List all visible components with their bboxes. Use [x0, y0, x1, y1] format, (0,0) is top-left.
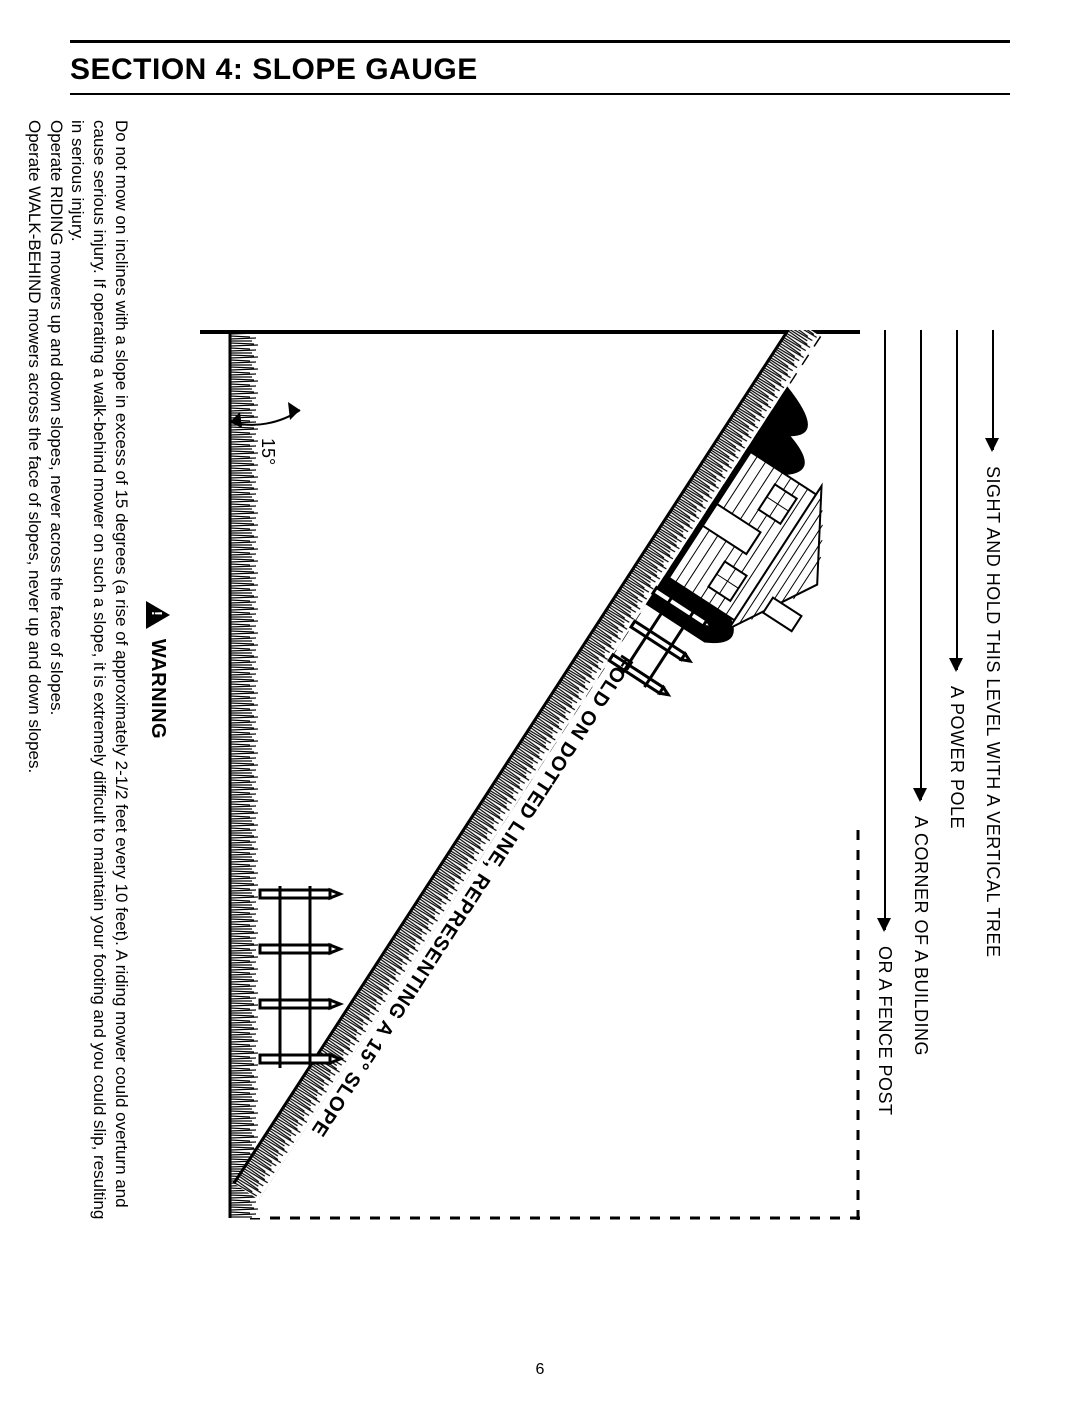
- warning-para-1: Do not mow on inclines with a slope in e…: [67, 120, 132, 1220]
- arrow-icon: [920, 330, 922, 800]
- sight-text-4: OR A FENCE POST: [875, 946, 896, 1116]
- sight-row-1: SIGHT AND HOLD THIS LEVEL WITH A VERTICA…: [976, 330, 1010, 1220]
- warning-para-3: Operate WALK-BEHIND mowers across the fa…: [23, 120, 45, 1220]
- page: SECTION 4: SLOPE GAUGE SIGHT AND HOLD TH…: [0, 0, 1080, 1409]
- fold-label: FOLD ON DOTTED LINE, REPRESENTING A 15° …: [306, 651, 636, 1141]
- top-rule: [70, 40, 1010, 43]
- sight-text-1: SIGHT AND HOLD THIS LEVEL WITH A VERTICA…: [983, 466, 1004, 957]
- title-underline: [70, 93, 1010, 95]
- warning-heading: WARNING: [146, 120, 170, 1220]
- sight-row-2: A POWER POLE: [940, 330, 974, 1220]
- arrow-icon: [992, 330, 994, 450]
- sight-text-2: A POWER POLE: [947, 686, 968, 829]
- sight-lines: SIGHT AND HOLD THIS LEVEL WITH A VERTICA…: [860, 330, 1010, 1220]
- warning-body: Do not mow on inclines with a slope in e…: [23, 120, 132, 1220]
- page-number: 6: [0, 1361, 1080, 1379]
- sight-row-4: OR A FENCE POST: [868, 330, 902, 1220]
- arrow-icon: [956, 330, 958, 670]
- rotated-content: SIGHT AND HOLD THIS LEVEL WITH A VERTICA…: [70, 120, 1010, 1220]
- sight-row-3: A CORNER OF A BUILDING: [904, 330, 938, 1220]
- warning-icon: [146, 601, 170, 629]
- warning-block: WARNING Do not mow on inclines with a sl…: [23, 120, 170, 1220]
- svg-text:FOLD ON DOTTED LINE, REPRESENT: FOLD ON DOTTED LINE, REPRESENTING A 15° …: [306, 651, 636, 1141]
- warning-title: WARNING: [147, 639, 170, 739]
- angle-label: 15°: [258, 438, 278, 465]
- rotated-content-wrap: SIGHT AND HOLD THIS LEVEL WITH A VERTICA…: [70, 120, 1010, 1060]
- sight-text-3: A CORNER OF A BUILDING: [911, 816, 932, 1056]
- arrow-icon: [884, 330, 886, 930]
- section-title: SECTION 4: SLOPE GAUGE: [70, 53, 1010, 87]
- slope-illustration: 15° FOLD ON DOTTED LINE, REPRESENTING A …: [200, 330, 860, 1220]
- warning-para-2: Operate RIDING mowers up and down slopes…: [45, 120, 67, 1220]
